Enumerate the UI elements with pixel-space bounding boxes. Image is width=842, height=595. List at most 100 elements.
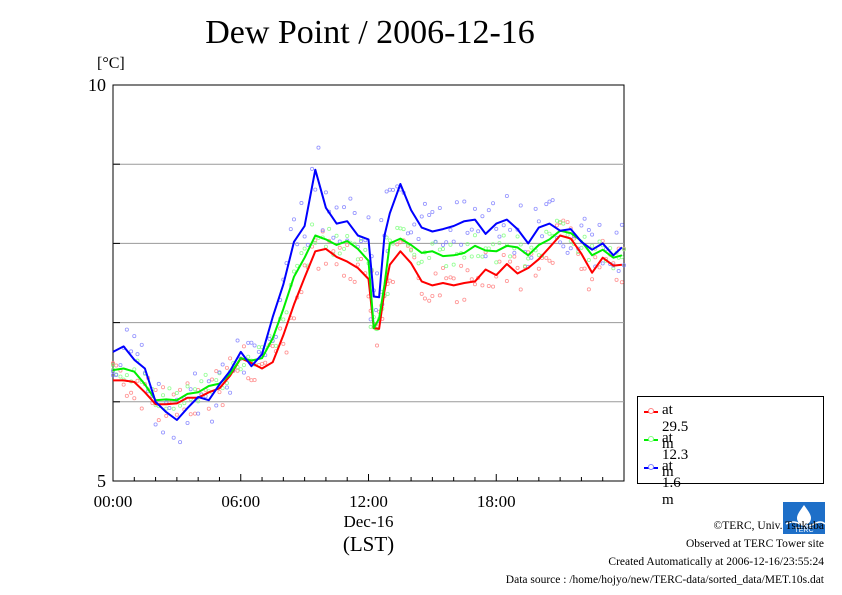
data-point-at 1.6 m <box>590 232 595 237</box>
data-point-at 12.3 m <box>313 240 318 245</box>
data-point-at 29.5 m <box>331 249 336 254</box>
data-point-at 12.3 m <box>171 406 176 411</box>
data-point-at 12.3 m <box>444 264 449 269</box>
data-point-at 29.5 m <box>571 236 576 241</box>
data-point-at 29.5 m <box>512 254 517 259</box>
data-point-at 12.3 m <box>547 231 552 236</box>
data-point-at 1.6 m <box>156 381 161 386</box>
data-point-at 1.6 m <box>323 190 328 195</box>
data-point-at 12.3 m <box>196 399 201 404</box>
data-point-at 12.3 m <box>199 379 204 384</box>
data-point-at 12.3 m <box>185 384 190 389</box>
data-point-at 29.5 m <box>427 298 432 303</box>
data-point-at 12.3 m <box>203 372 208 377</box>
data-point-at 1.6 m <box>316 145 321 150</box>
data-point-at 29.5 m <box>348 277 353 282</box>
data-point-at 12.3 m <box>167 386 172 391</box>
data-point-at 1.6 m <box>359 239 364 244</box>
data-point-at 29.5 m <box>156 418 161 423</box>
legend-label: at 29.5 m <box>662 402 689 452</box>
data-point-at 1.6 m <box>544 202 549 207</box>
data-point-at 1.6 m <box>491 201 496 206</box>
data-point-at 1.6 m <box>129 349 134 354</box>
data-point-at 12.3 m <box>295 263 300 268</box>
data-point-at 1.6 m <box>273 334 278 339</box>
data-point-at 12.3 m <box>273 343 278 348</box>
data-point-at 29.5 m <box>462 297 467 302</box>
data-point-at 29.5 m <box>454 300 459 305</box>
data-point-at 29.5 m <box>192 411 197 416</box>
data-point-at 12.3 m <box>178 403 183 408</box>
data-point-at 1.6 m <box>299 201 304 206</box>
data-point-at 12.3 m <box>355 257 360 262</box>
data-point-at 1.6 m <box>501 223 506 228</box>
data-point-at 29.5 m <box>174 412 179 417</box>
data-point-at 29.5 m <box>412 255 417 260</box>
data-point-at 29.5 m <box>508 259 513 264</box>
data-point-at 29.5 m <box>206 406 211 411</box>
data-point-at 1.6 m <box>153 422 158 427</box>
data-point-at 12.3 m <box>241 363 246 368</box>
data-point-at 29.5 m <box>565 220 570 225</box>
data-point-at 12.3 m <box>224 381 229 386</box>
data-point-at 1.6 m <box>497 234 502 239</box>
data-point-at 1.6 m <box>508 227 513 232</box>
data-point-at 12.3 m <box>412 252 417 257</box>
data-point-at 12.3 m <box>554 218 559 223</box>
data-point-at 1.6 m <box>135 352 140 357</box>
data-point-at 1.6 m <box>375 271 380 276</box>
data-point-at 12.3 m <box>174 391 179 396</box>
data-point-at 1.6 m <box>494 226 499 231</box>
data-point-at 29.5 m <box>504 279 509 284</box>
data-point-at 12.3 m <box>401 227 406 232</box>
data-point-at 1.6 m <box>387 187 392 192</box>
data-point-at 1.6 m <box>246 340 251 345</box>
data-point-at 29.5 m <box>241 344 246 349</box>
data-point-at 1.6 m <box>504 194 509 199</box>
data-point-at 29.5 m <box>536 266 541 271</box>
data-point-at 12.3 m <box>476 254 481 259</box>
y-axis-unit-label: [°C] <box>97 55 125 72</box>
data-point-at 1.6 m <box>331 235 336 240</box>
x-tick-label: 12:00 <box>349 492 388 511</box>
data-point-at 29.5 m <box>486 283 491 288</box>
data-point-at 12.3 m <box>124 373 129 378</box>
data-point-at 12.3 m <box>608 246 613 251</box>
data-point-at 29.5 m <box>451 276 456 281</box>
data-point-at 12.3 m <box>256 345 261 350</box>
data-point-at 1.6 m <box>476 229 481 234</box>
data-point-at 29.5 m <box>210 377 215 382</box>
data-point-at 29.5 m <box>249 378 254 383</box>
data-point-at 12.3 m <box>469 254 474 259</box>
data-point-at 1.6 m <box>342 205 347 210</box>
x-tick-label: 06:00 <box>221 492 260 511</box>
data-point-at 29.5 m <box>419 291 424 296</box>
data-point-at 29.5 m <box>480 283 485 288</box>
data-point-at 12.3 m <box>526 256 531 261</box>
data-point-at 12.3 m <box>558 220 563 225</box>
data-point-at 12.3 m <box>561 221 566 226</box>
data-point-at 29.5 m <box>260 361 265 366</box>
series-lines-layer <box>112 168 623 421</box>
data-point-at 1.6 m <box>220 362 225 367</box>
x-timezone-label: (LST) <box>343 532 394 556</box>
data-point-at 29.5 m <box>235 368 240 373</box>
data-point-at 1.6 m <box>437 205 442 210</box>
data-point-at 29.5 m <box>111 361 116 366</box>
data-point-at 1.6 m <box>430 210 435 215</box>
data-point-at 1.6 m <box>167 406 172 411</box>
data-point-at 29.5 m <box>171 392 176 397</box>
data-point-at 1.6 m <box>582 216 587 221</box>
data-point-at 12.3 m <box>192 387 197 392</box>
data-point-at 29.5 m <box>345 243 350 248</box>
data-point-at 12.3 m <box>220 386 225 391</box>
data-point-at 12.3 m <box>480 254 485 259</box>
data-point-at 29.5 m <box>284 350 289 355</box>
data-point-at 12.3 m <box>448 242 453 247</box>
data-point-at 29.5 m <box>390 280 395 285</box>
data-point-at 1.6 m <box>185 420 190 425</box>
data-point-at 12.3 m <box>345 234 350 239</box>
data-point-at 12.3 m <box>529 245 534 250</box>
data-point-at 1.6 m <box>486 208 491 213</box>
data-point-at 1.6 m <box>547 199 552 204</box>
